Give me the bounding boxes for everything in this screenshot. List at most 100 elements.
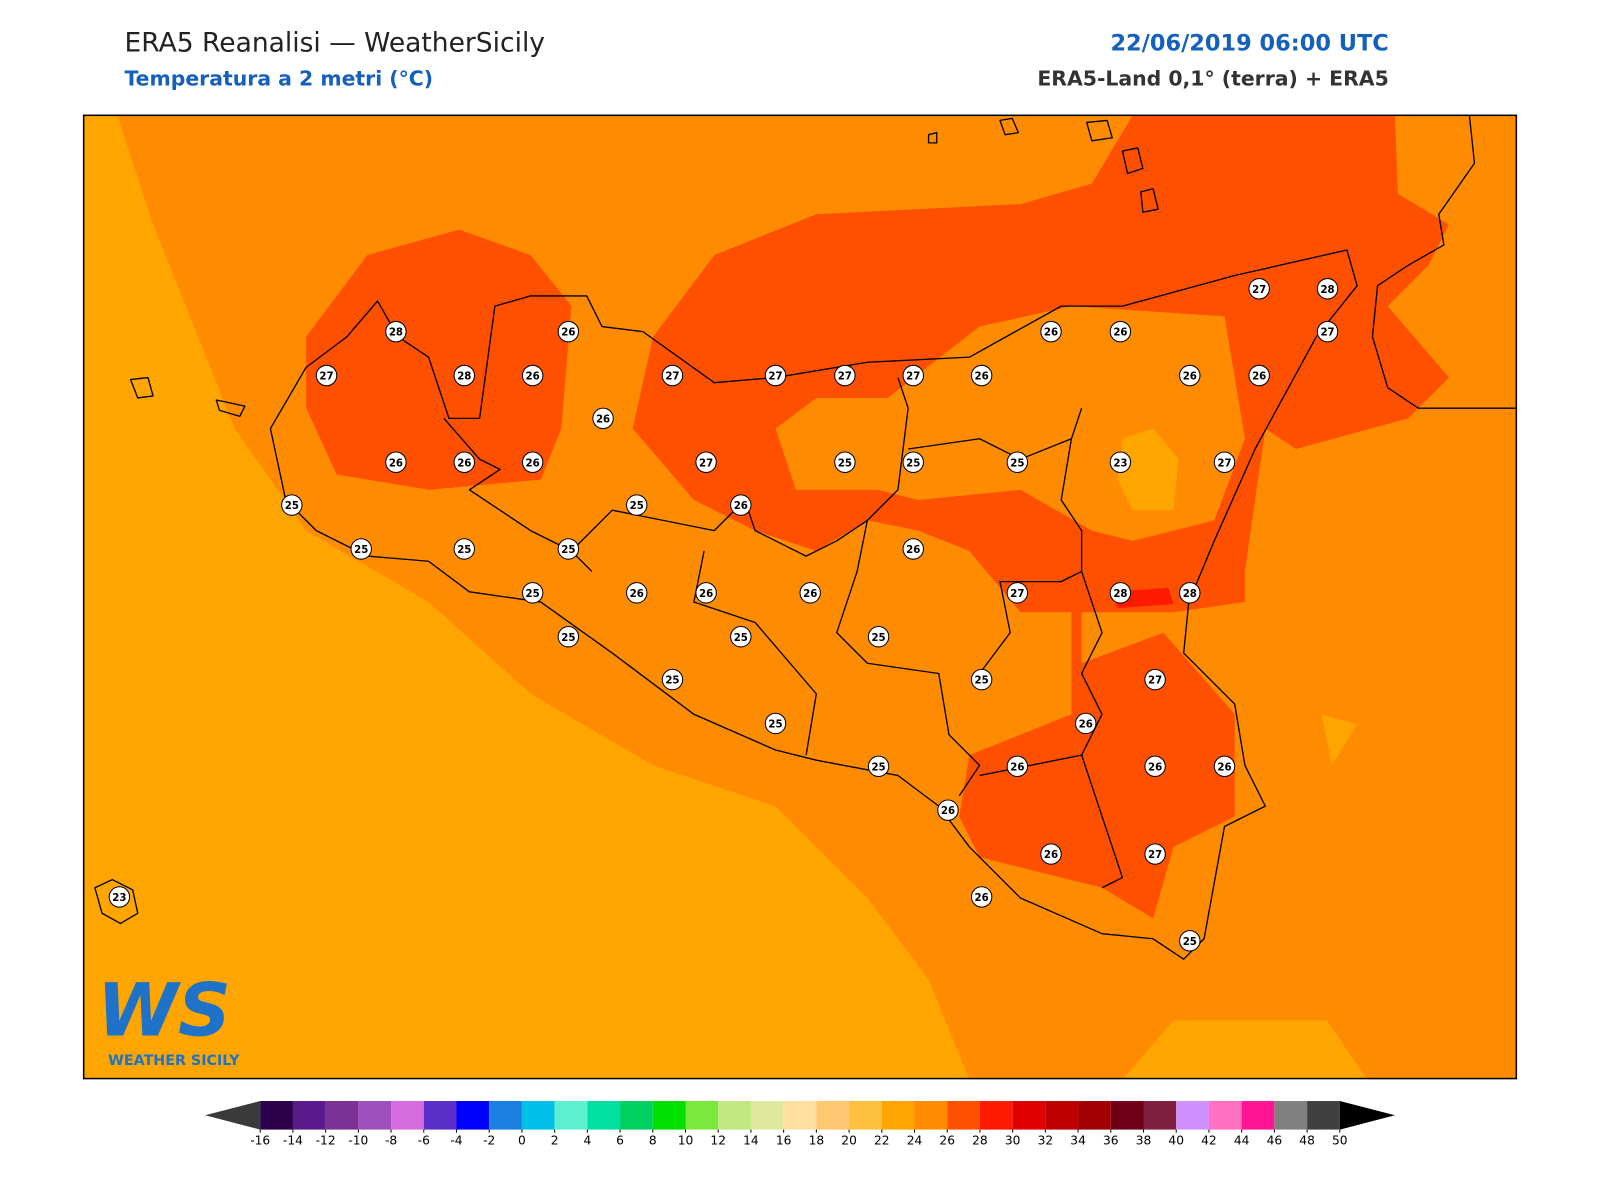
colorbar-tick-label: 0 [518, 1133, 526, 1147]
station-marker [902, 451, 924, 473]
station-marker [521, 582, 544, 604]
colorbar-under [205, 1101, 261, 1130]
colorbar-tick-label: 4 [583, 1133, 591, 1147]
station-marker [1316, 278, 1339, 300]
colorbar-box [521, 1101, 555, 1130]
station-marker [834, 451, 856, 473]
station-marker [695, 582, 717, 604]
station-value: 25 [561, 633, 575, 644]
station-marker [1109, 582, 1132, 604]
station-value: 26 [1044, 328, 1058, 339]
station-marker [867, 626, 890, 648]
station-marker [1075, 712, 1097, 735]
colorbar-tick-label: -4 [450, 1133, 462, 1147]
colorbar-tick-label: 48 [1299, 1133, 1315, 1147]
station-marker [1144, 755, 1166, 778]
colorbar-box [783, 1101, 817, 1130]
subtitle: Temperatura a 2 metri (°C) [124, 67, 433, 91]
colorbar-tick-label: 30 [1005, 1133, 1021, 1147]
date: 22/06/2019 06:00 UTC [1110, 30, 1388, 56]
station-value: 28 [1320, 285, 1334, 296]
colorbar-box [456, 1101, 490, 1130]
station-marker [764, 364, 787, 387]
station-marker [385, 451, 407, 473]
station-marker [315, 364, 338, 387]
station-value: 27 [1148, 676, 1162, 687]
station-value: 26 [975, 893, 989, 904]
colorbar-box [1078, 1101, 1111, 1130]
colorbar-box [979, 1101, 1013, 1130]
colorbar-tick-label: 18 [809, 1133, 825, 1147]
colorbar-tick-label: 6 [616, 1133, 624, 1147]
station-value: 26 [630, 589, 644, 600]
station-value: 25 [630, 501, 644, 512]
station-value: 26 [1079, 719, 1093, 730]
colorbar-box [685, 1101, 719, 1130]
colorbar-tick-label: -2 [483, 1133, 495, 1147]
station-value: 26 [1044, 850, 1058, 861]
station-value: 23 [112, 893, 126, 904]
station-marker [1006, 755, 1029, 778]
station-value: 25 [526, 589, 540, 600]
temp-field [1123, 1020, 1367, 1079]
station-marker [937, 799, 959, 821]
station-marker [764, 712, 787, 735]
colorbar-tick-label: 40 [1168, 1133, 1184, 1147]
station-value: 27 [1148, 850, 1162, 861]
station-value: 25 [561, 545, 575, 556]
station-marker [1144, 668, 1166, 691]
station-marker [350, 538, 372, 560]
station-value: 27 [1217, 458, 1231, 469]
colorbar-tick-label: -8 [385, 1133, 397, 1147]
station-marker [1144, 843, 1166, 865]
station-value: 26 [1217, 762, 1231, 773]
station-value: 25 [285, 501, 299, 512]
station-value: 25 [871, 762, 885, 773]
station-value: 26 [941, 806, 955, 817]
island [94, 117, 1159, 925]
station-marker [108, 886, 131, 908]
colorbar-box [652, 1101, 686, 1130]
station-marker [453, 451, 475, 473]
station-value: 26 [906, 545, 920, 556]
colorbar-box [1176, 1101, 1209, 1130]
station-value: 27 [699, 458, 713, 469]
colorbar-tick-label: 24 [907, 1133, 923, 1147]
colorbar-box [750, 1101, 784, 1130]
station-marker [695, 451, 717, 473]
station-marker [1179, 930, 1201, 952]
colorbar-tick-label: 28 [972, 1133, 988, 1147]
colorbar-box [1208, 1101, 1242, 1130]
colorbar-tick-label: 8 [649, 1133, 657, 1147]
station-marker [1006, 582, 1029, 604]
colorbar-box [325, 1101, 359, 1130]
station-marker [730, 494, 752, 516]
station-value: 25 [734, 633, 748, 644]
station-value: 26 [734, 501, 748, 512]
station-marker [1006, 451, 1029, 473]
station-value: 26 [1148, 762, 1162, 773]
colorbar-box [1110, 1101, 1144, 1130]
station-value: 26 [1113, 328, 1127, 339]
colorbar-tick-label: 10 [678, 1133, 694, 1147]
colorbar-box [1274, 1101, 1308, 1130]
colorbar-tick-label: -16 [250, 1133, 270, 1147]
colorbar-tick-label: 26 [939, 1133, 955, 1147]
station-value: 25 [665, 676, 679, 687]
station-value: 28 [1113, 589, 1127, 600]
station-marker [661, 364, 684, 387]
station-marker [281, 494, 303, 516]
colorbar-box [1045, 1101, 1079, 1130]
colorbar-tick-label: 2 [551, 1133, 559, 1147]
station-marker [1316, 320, 1339, 343]
station-marker [834, 364, 856, 387]
station-marker [730, 626, 752, 648]
temp-field [1117, 428, 1179, 511]
station-marker [453, 364, 475, 387]
station-value: 26 [975, 372, 989, 383]
coastline [269, 249, 1358, 960]
station-value: 25 [871, 633, 885, 644]
colorbar-tick-label: 36 [1103, 1133, 1119, 1147]
station-value: 23 [1113, 458, 1127, 469]
